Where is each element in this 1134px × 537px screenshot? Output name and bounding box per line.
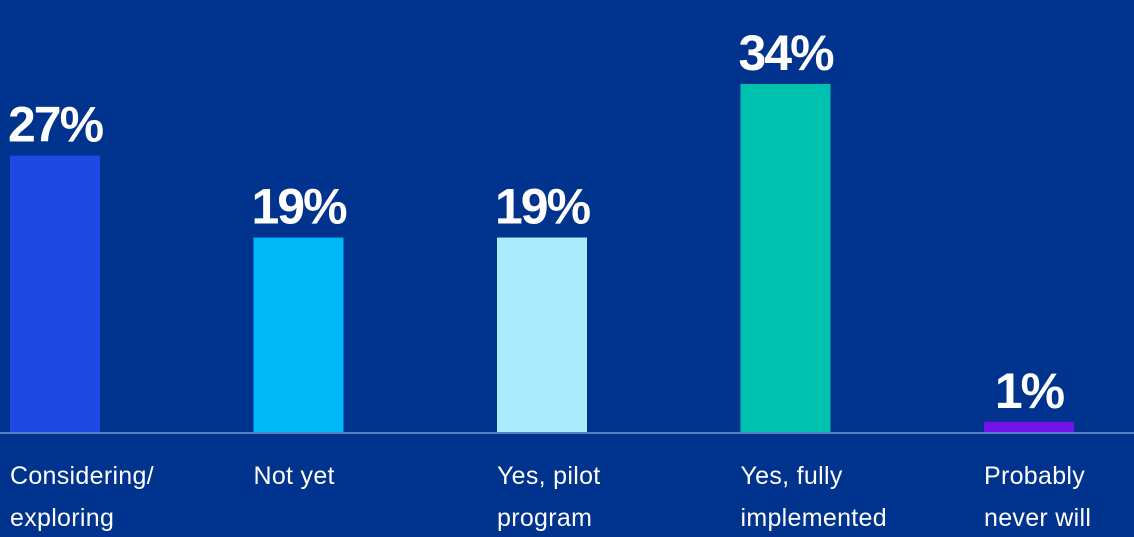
category-label-line: Yes, pilot — [497, 462, 601, 490]
category-label-1: Considering/exploring — [10, 462, 154, 532]
category-label-3: Yes, pilot program — [497, 462, 601, 532]
category-label-line: never will — [984, 504, 1091, 532]
category-label-line: Not yet — [254, 462, 335, 490]
category-labels-group: Considering/exploring Not yet Yes, pilot pr… — [10, 462, 1091, 532]
category-label-line: Probably — [984, 462, 1085, 490]
category-label-line: program — [497, 504, 592, 532]
value-label-2: 19% — [251, 179, 347, 235]
bar-1 — [10, 155, 100, 432]
category-label-4: Yes, fully implemented — [741, 462, 887, 532]
category-label-5: Probably never will — [984, 462, 1091, 532]
value-labels-group: 27% 19% 19% 34% 1% — [8, 25, 1067, 419]
value-label-4: 34% — [738, 25, 834, 81]
category-label-line: Considering/ — [10, 462, 154, 490]
value-label-3: 19% — [495, 179, 591, 235]
bar-5 — [984, 421, 1074, 432]
bar-4 — [740, 84, 831, 432]
bars-group — [10, 84, 1074, 432]
bar-3 — [497, 237, 587, 432]
value-label-1: 27% — [8, 97, 104, 153]
category-label-line: implemented — [741, 504, 887, 532]
value-label-5: 1% — [995, 363, 1065, 419]
category-label-2: Not yet — [254, 462, 335, 490]
category-label-line: exploring — [10, 504, 114, 532]
category-label-line: Yes, fully — [741, 462, 843, 490]
bar-2 — [253, 237, 344, 432]
